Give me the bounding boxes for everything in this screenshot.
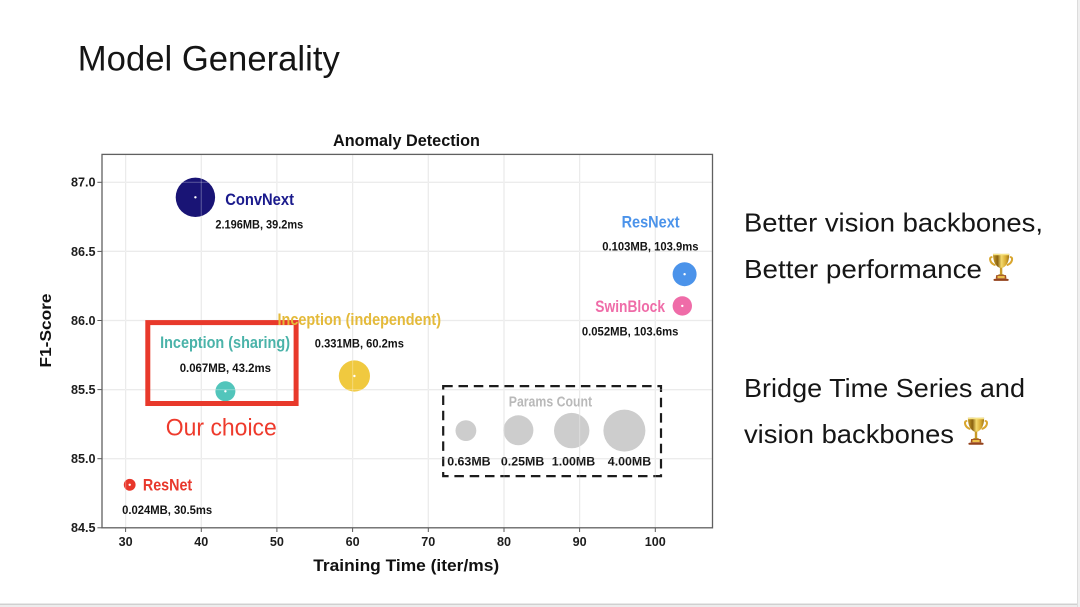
svg-text:90: 90 <box>573 535 587 549</box>
svg-text:Better performance: Better performance <box>744 254 982 284</box>
svg-text:Params Count: Params Count <box>509 395 592 411</box>
svg-text:87.0: 87.0 <box>71 176 96 190</box>
svg-text:Anomaly Detection: Anomaly Detection <box>333 132 480 150</box>
svg-text:ResNet: ResNet <box>143 477 193 495</box>
svg-text:vision backbones: vision backbones <box>744 419 954 449</box>
svg-text:30: 30 <box>119 535 133 549</box>
svg-text:86.0: 86.0 <box>71 314 96 328</box>
svg-text:F1-Score: F1-Score <box>38 293 55 367</box>
svg-text:0.024MB, 30.5ms: 0.024MB, 30.5ms <box>122 504 212 517</box>
svg-text:84.5: 84.5 <box>71 521 96 535</box>
svg-text:0.25MB: 0.25MB <box>501 455 544 469</box>
svg-text:Better vision backbones,: Better vision backbones, <box>744 208 1043 238</box>
svg-text:Our choice: Our choice <box>166 414 277 441</box>
svg-text:Bridge Time Series and: Bridge Time Series and <box>744 373 1025 403</box>
svg-text:0.63MB: 0.63MB <box>447 455 490 469</box>
svg-text:Inception (independent): Inception (independent) <box>278 310 442 329</box>
svg-text:Training Time (iter/ms): Training Time (iter/ms) <box>313 557 499 575</box>
svg-text:0.067MB, 43.2ms: 0.067MB, 43.2ms <box>180 362 271 375</box>
svg-text:86.5: 86.5 <box>71 245 96 259</box>
svg-text:Inception (sharing): Inception (sharing) <box>160 333 290 352</box>
svg-text:50: 50 <box>270 535 284 549</box>
svg-text:70: 70 <box>421 535 435 549</box>
svg-text:85.5: 85.5 <box>71 383 96 397</box>
svg-text:0.103MB, 103.9ms: 0.103MB, 103.9ms <box>602 241 698 254</box>
svg-text:ResNext: ResNext <box>622 212 680 231</box>
svg-text:85.0: 85.0 <box>71 452 96 466</box>
svg-text:100: 100 <box>645 535 666 549</box>
svg-text:Model Generality: Model Generality <box>78 38 340 78</box>
svg-text:80: 80 <box>497 535 511 549</box>
svg-text:ConvNext: ConvNext <box>225 190 294 209</box>
svg-text:2.196MB, 39.2ms: 2.196MB, 39.2ms <box>215 218 303 231</box>
svg-text:SwinBlock: SwinBlock <box>595 297 665 316</box>
svg-text:0.052MB, 103.6ms: 0.052MB, 103.6ms <box>582 325 679 338</box>
svg-text:40: 40 <box>194 535 208 549</box>
svg-text:1.00MB: 1.00MB <box>552 455 595 469</box>
svg-text:0.331MB, 60.2ms: 0.331MB, 60.2ms <box>315 338 404 351</box>
svg-text:60: 60 <box>346 535 360 549</box>
svg-text:4.00MB: 4.00MB <box>608 455 651 469</box>
